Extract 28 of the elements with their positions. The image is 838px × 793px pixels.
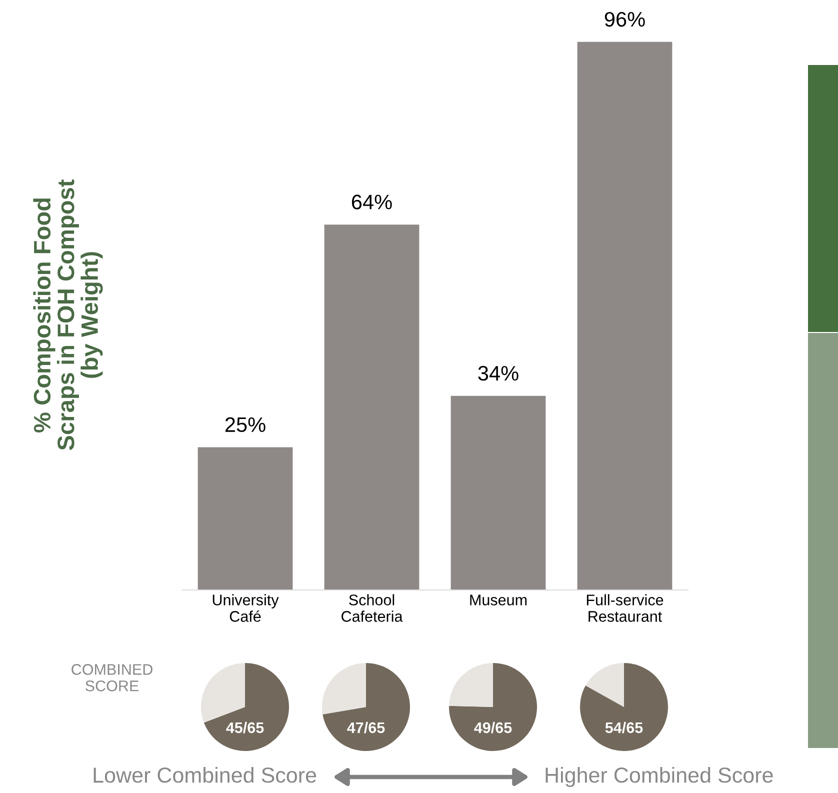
pie-slice [449, 663, 493, 707]
bar [198, 447, 293, 590]
pie-slice [201, 663, 245, 723]
y-axis-title: % Composition Food Scraps in FOH Compost (by Weight) [33, 180, 103, 450]
x-tick-label: Museum [470, 594, 527, 606]
pie-slice [322, 663, 366, 714]
pie-slice [580, 663, 668, 751]
bar [324, 224, 420, 590]
pie-slice [322, 663, 410, 751]
text: COMBINED SCORE [72, 664, 152, 692]
text: Lower Combined Score [94, 766, 316, 783]
data-label: 25% [225, 417, 266, 432]
pie-slice [204, 663, 289, 751]
x-tick-label: School Cafeteria [342, 594, 403, 622]
text: 45/65 [226, 722, 264, 734]
data-label: 34% [478, 366, 518, 381]
data-label: 96% [604, 12, 645, 27]
bar [450, 396, 546, 590]
text: 47/65 [347, 722, 385, 734]
text: 54/65 [605, 722, 643, 734]
text: Higher Combined Score [546, 766, 773, 788]
bar [577, 42, 672, 590]
pie-slice [586, 663, 624, 707]
pie-slice [449, 663, 537, 751]
x-tick-label: Full-service Restaurant [586, 594, 664, 622]
x-tick-label: University Café [212, 594, 279, 622]
data-label: 64% [352, 194, 392, 210]
text: 49/65 [474, 722, 512, 734]
